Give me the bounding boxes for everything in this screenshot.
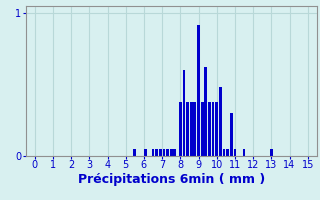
- Bar: [226, 149, 229, 156]
- Bar: [170, 149, 172, 156]
- X-axis label: Précipitations 6min ( mm ): Précipitations 6min ( mm ): [77, 173, 265, 186]
- Bar: [208, 102, 211, 156]
- Bar: [215, 102, 218, 156]
- Bar: [155, 149, 158, 156]
- Bar: [179, 102, 182, 156]
- Bar: [204, 67, 207, 156]
- Bar: [223, 149, 225, 156]
- Bar: [163, 149, 165, 156]
- Bar: [197, 25, 200, 156]
- Bar: [243, 149, 245, 156]
- Bar: [159, 149, 162, 156]
- Bar: [201, 102, 204, 156]
- Bar: [144, 149, 147, 156]
- Bar: [219, 87, 222, 156]
- Bar: [183, 70, 185, 156]
- Bar: [190, 102, 193, 156]
- Bar: [173, 149, 176, 156]
- Bar: [194, 102, 196, 156]
- Bar: [230, 113, 233, 156]
- Bar: [166, 149, 169, 156]
- Bar: [234, 149, 236, 156]
- Bar: [270, 149, 273, 156]
- Bar: [212, 102, 214, 156]
- Bar: [133, 149, 136, 156]
- Bar: [186, 102, 189, 156]
- Bar: [152, 149, 154, 156]
